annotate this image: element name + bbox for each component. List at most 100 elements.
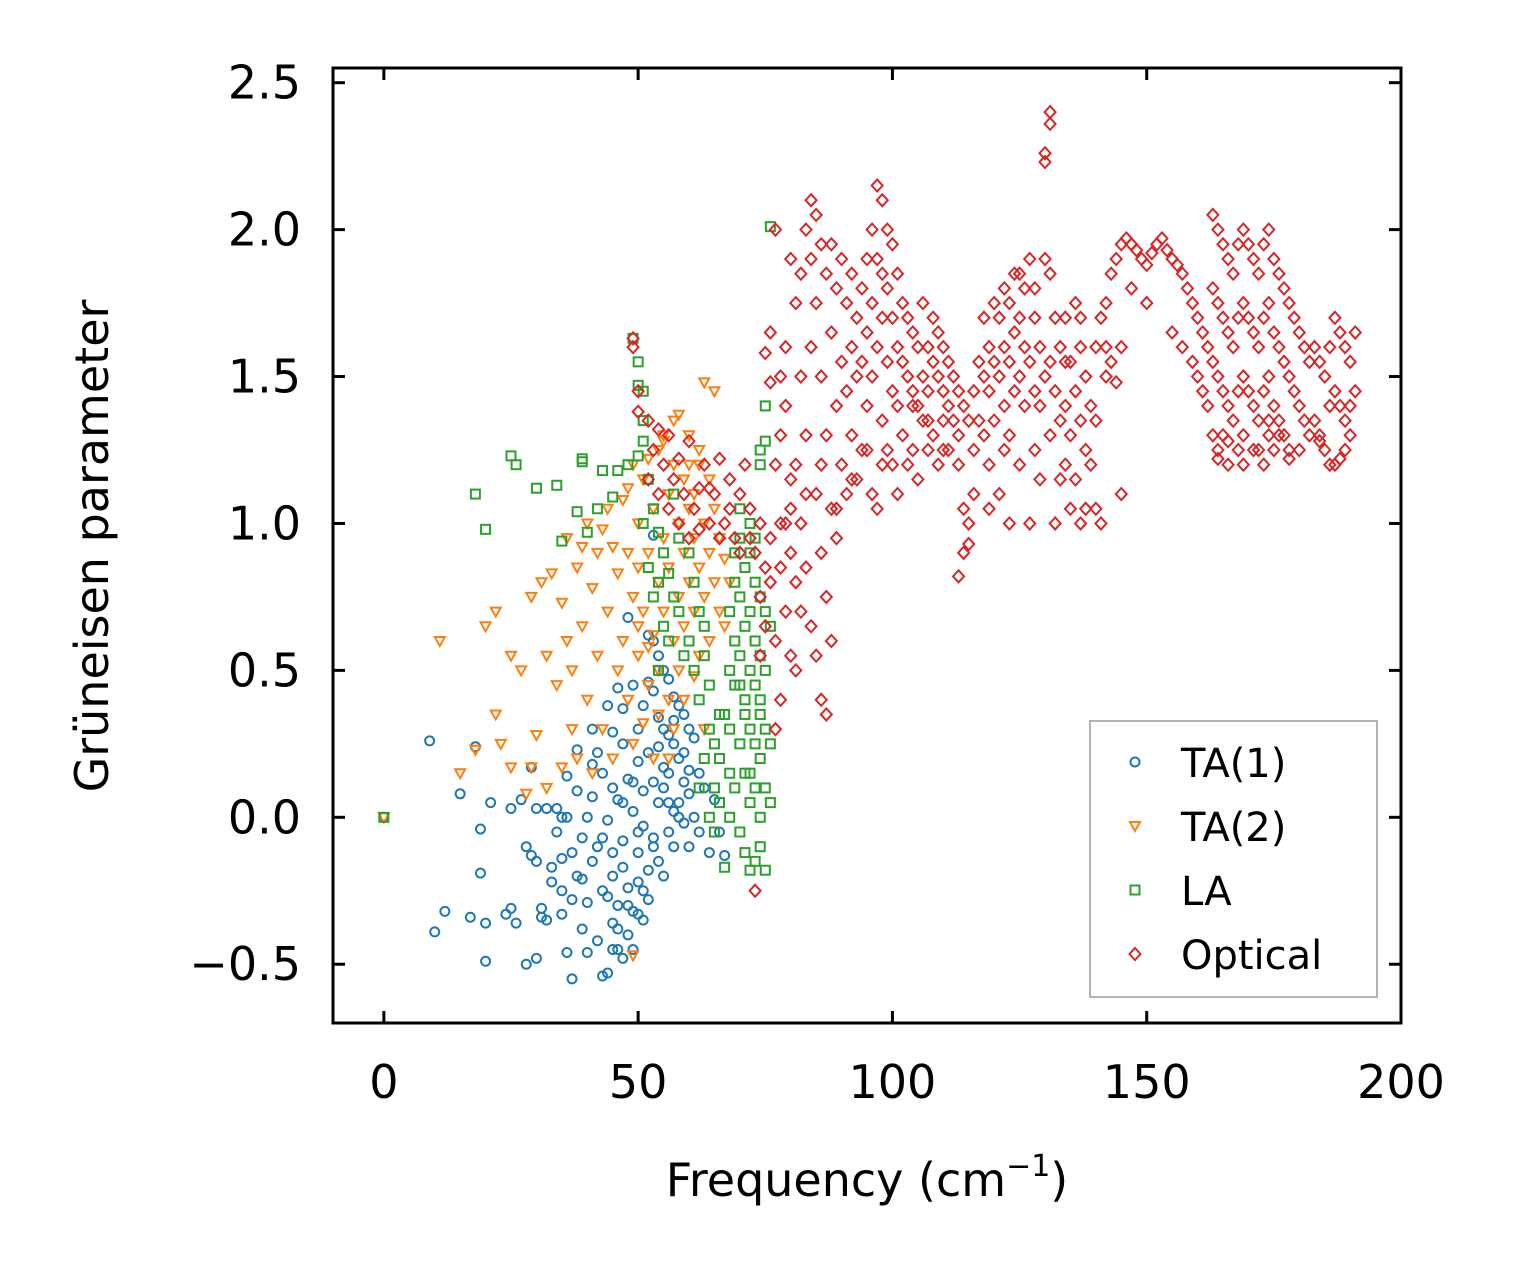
data-point bbox=[758, 618, 773, 634]
data-point bbox=[773, 692, 788, 708]
data-point bbox=[560, 533, 574, 546]
data-point bbox=[1322, 457, 1337, 473]
data-point bbox=[641, 680, 656, 693]
data-point bbox=[809, 486, 823, 502]
y-tick-label: −0.5 bbox=[189, 937, 301, 991]
data-point bbox=[698, 620, 710, 632]
data-point bbox=[739, 562, 751, 574]
data-point bbox=[607, 491, 619, 503]
data-point bbox=[622, 929, 634, 941]
data-point bbox=[759, 664, 771, 676]
data-point bbox=[661, 753, 676, 766]
data-point bbox=[678, 747, 690, 759]
data-point bbox=[658, 620, 670, 632]
data-point bbox=[1282, 451, 1296, 467]
data-point bbox=[692, 562, 706, 575]
data-point bbox=[880, 222, 895, 238]
data-point bbox=[637, 385, 649, 397]
data-point bbox=[814, 457, 829, 473]
data-point bbox=[804, 251, 818, 267]
data-point bbox=[890, 398, 905, 414]
data-point bbox=[734, 650, 746, 662]
data-point bbox=[734, 591, 746, 603]
data-point bbox=[1231, 310, 1246, 326]
data-point bbox=[1221, 324, 1235, 340]
data-point bbox=[921, 413, 935, 429]
data-point bbox=[641, 471, 656, 487]
data-point bbox=[834, 251, 849, 267]
data-point bbox=[1211, 222, 1225, 238]
data-point bbox=[636, 718, 650, 731]
data-point bbox=[534, 577, 549, 590]
data-point bbox=[1048, 515, 1063, 531]
data-point bbox=[1078, 369, 1093, 385]
data-point bbox=[668, 714, 680, 726]
data-point bbox=[1261, 369, 1276, 385]
data-point bbox=[1012, 457, 1027, 473]
data-point bbox=[556, 885, 568, 897]
data-point bbox=[632, 356, 644, 368]
data-point bbox=[729, 547, 741, 559]
data-point bbox=[987, 295, 1001, 311]
data-point bbox=[885, 457, 900, 473]
data-point bbox=[834, 457, 849, 473]
data-point bbox=[719, 861, 731, 873]
data-point bbox=[652, 650, 664, 662]
data-point bbox=[860, 398, 874, 414]
y-tick-label: 0.5 bbox=[228, 643, 301, 697]
data-point bbox=[683, 764, 695, 776]
data-point bbox=[724, 606, 736, 618]
data-point bbox=[749, 782, 761, 794]
data-point bbox=[591, 503, 603, 515]
data-point bbox=[1267, 251, 1281, 267]
data-point bbox=[1221, 433, 1235, 449]
data-point bbox=[977, 369, 991, 385]
data-point bbox=[824, 633, 839, 649]
data-point bbox=[703, 723, 715, 735]
data-point bbox=[519, 788, 533, 801]
data-point bbox=[916, 369, 930, 385]
data-point bbox=[429, 926, 441, 938]
data-point bbox=[1089, 413, 1103, 429]
legend-marker bbox=[1129, 884, 1141, 896]
data-point bbox=[646, 630, 661, 643]
data-point bbox=[911, 398, 925, 414]
data-point bbox=[860, 251, 874, 267]
data-point bbox=[658, 870, 670, 882]
data-point bbox=[1109, 374, 1124, 390]
data-point bbox=[788, 662, 803, 678]
data-point bbox=[1343, 427, 1357, 443]
data-point bbox=[626, 339, 640, 355]
data-point bbox=[895, 295, 910, 311]
data-point bbox=[926, 354, 940, 370]
data-point bbox=[824, 501, 839, 517]
data-point bbox=[586, 791, 598, 803]
data-point bbox=[714, 797, 726, 809]
data-point bbox=[712, 606, 727, 619]
data-point bbox=[616, 636, 630, 649]
data-point bbox=[641, 547, 656, 560]
data-point bbox=[677, 486, 691, 502]
data-point bbox=[1292, 324, 1307, 340]
data-point bbox=[673, 606, 685, 618]
data-point bbox=[1221, 398, 1235, 414]
data-point bbox=[1099, 295, 1113, 311]
data-point bbox=[524, 591, 539, 604]
data-point bbox=[956, 398, 971, 414]
data-point bbox=[1231, 236, 1246, 252]
data-point bbox=[768, 633, 783, 649]
data-point bbox=[622, 882, 634, 894]
data-point bbox=[539, 782, 554, 795]
data-point bbox=[591, 747, 603, 759]
data-point bbox=[1144, 245, 1159, 261]
data-point bbox=[794, 369, 808, 385]
data-point bbox=[1114, 339, 1129, 355]
data-point bbox=[834, 354, 849, 370]
data-point bbox=[585, 583, 600, 596]
data-point bbox=[895, 427, 910, 443]
data-point bbox=[1094, 310, 1108, 326]
data-point bbox=[1043, 116, 1057, 132]
data-point bbox=[424, 735, 436, 747]
data-point bbox=[688, 732, 700, 744]
data-point bbox=[844, 266, 859, 282]
